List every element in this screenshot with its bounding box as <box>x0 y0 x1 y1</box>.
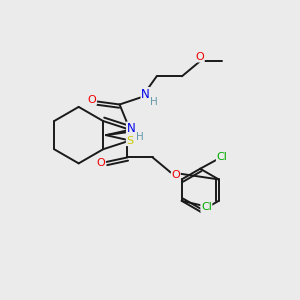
Text: S: S <box>126 136 134 146</box>
Text: H: H <box>151 98 158 107</box>
Text: N: N <box>127 122 135 135</box>
Text: O: O <box>195 52 204 62</box>
Text: H: H <box>136 132 144 142</box>
Text: Cl: Cl <box>201 202 212 212</box>
Text: O: O <box>88 95 96 105</box>
Text: O: O <box>171 170 180 180</box>
Text: Cl: Cl <box>217 152 227 162</box>
Text: N: N <box>141 88 150 100</box>
Text: O: O <box>96 158 105 168</box>
